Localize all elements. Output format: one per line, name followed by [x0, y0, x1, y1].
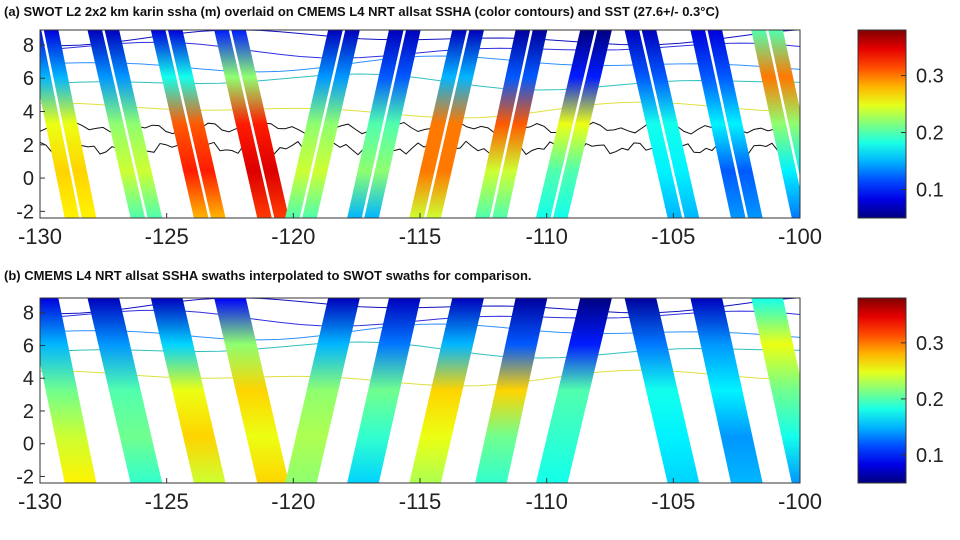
colorbar-tick-label: 0.1	[916, 180, 944, 202]
x-tick-label: -110	[525, 489, 567, 514]
nadir-gap	[489, 30, 533, 218]
y-tick-label: 8	[23, 303, 34, 325]
colorbar-tick-label: 0.2	[916, 389, 944, 411]
colorbar-tick-label: 0.2	[916, 123, 944, 145]
x-tick-label: -105	[651, 489, 695, 514]
x-tick-label: -105	[651, 224, 695, 249]
swath	[150, 298, 226, 483]
plot-area	[40, 298, 800, 483]
y-tick-label: 2	[23, 135, 34, 157]
nadir-gap	[228, 30, 275, 218]
plot-area	[40, 30, 800, 218]
panel-b-title: (b) CMEMS L4 NRT allsat SSHA swaths inte…	[4, 268, 532, 283]
nadir-gap	[102, 30, 148, 218]
panel-b: -130 -125 -120 -115 -110 -105 -100 -2 0 2 4 6 8 0.1 0.…	[16, 297, 944, 514]
y-tick-label: -2	[16, 466, 34, 488]
colorbar	[857, 297, 907, 484]
swath	[40, 298, 97, 483]
nadir-gap	[41, 30, 82, 218]
nadir-gap	[299, 30, 346, 218]
nadir-gap	[550, 30, 598, 218]
y-tick-label: 8	[23, 35, 34, 57]
nadir-gap	[639, 30, 685, 218]
colorbar-tick-label: 0.3	[916, 333, 944, 355]
x-tick-label: -130	[18, 489, 62, 514]
x-tick-label: -115	[399, 489, 441, 514]
colorbar-tick-label: 0.1	[916, 445, 944, 467]
panel-a: -130 -125 -120 -115 -110 -105 -100 -2 0 2 4 6 8 0.1 0.…	[16, 29, 944, 249]
nadir-gap	[423, 30, 470, 218]
y-tick-label: -2	[16, 201, 34, 223]
x-tick-label: -115	[399, 224, 441, 249]
nadir-gap	[361, 30, 407, 218]
swath	[87, 298, 163, 483]
x-tick-label: -120	[271, 224, 315, 249]
x-tick-label: -125	[145, 224, 189, 249]
x-tick-label: -110	[525, 224, 567, 249]
x-tick-label: -130	[18, 224, 62, 249]
swath	[409, 298, 484, 483]
y-tick-label: 4	[23, 368, 34, 390]
swath	[475, 298, 548, 483]
ssha-contour-line	[40, 101, 800, 119]
y-tick-label: 2	[23, 401, 34, 423]
y-tick-label: 4	[23, 102, 34, 124]
swath	[535, 298, 612, 483]
nadir-gap	[765, 30, 800, 189]
ssha-contour-line	[40, 369, 800, 387]
swath	[624, 298, 700, 483]
nadir-gap	[705, 30, 749, 218]
colorbar	[857, 29, 907, 219]
swath	[690, 298, 763, 483]
y-tick-label: 0	[23, 168, 34, 190]
x-tick-label: -100	[778, 224, 822, 249]
swath	[40, 30, 97, 218]
x-tick-label: -100	[778, 489, 822, 514]
y-tick-label: 0	[23, 434, 34, 456]
swath	[214, 298, 289, 483]
y-tick-label: 6	[23, 68, 34, 90]
swath	[285, 298, 360, 483]
y-tick-label: 6	[23, 335, 34, 357]
x-tick-label: -120	[271, 489, 315, 514]
swath	[347, 298, 421, 483]
swath	[751, 30, 800, 218]
swath	[751, 298, 800, 483]
x-tick-label: -125	[145, 489, 189, 514]
nadir-gap	[165, 30, 211, 218]
colorbar-tick-label: 0.3	[916, 66, 944, 88]
panel-a-title: (a) SWOT L2 2x2 km karin ssha (m) overla…	[4, 4, 720, 19]
